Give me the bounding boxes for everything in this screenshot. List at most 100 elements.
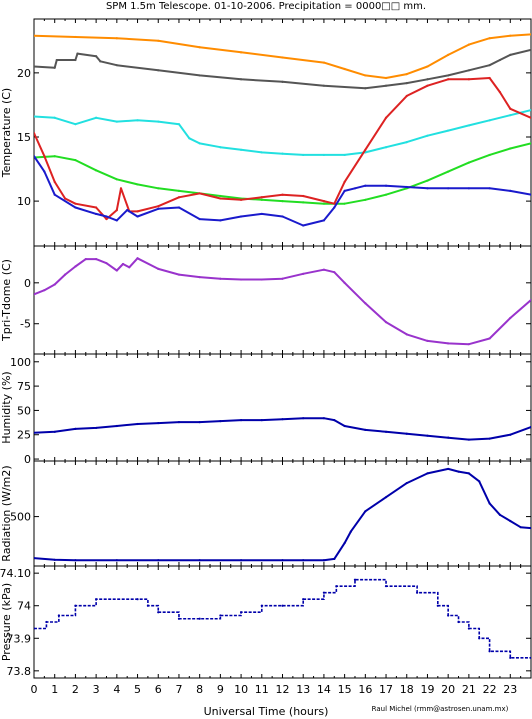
x-tick-label: 15 xyxy=(338,683,352,696)
data-point xyxy=(384,320,388,324)
x-tick-label: 23 xyxy=(503,683,517,696)
data-point xyxy=(74,265,77,268)
data-point xyxy=(95,212,98,216)
data-point xyxy=(322,559,326,562)
data-point xyxy=(384,585,388,588)
data-point xyxy=(34,115,36,118)
data-point xyxy=(467,438,470,441)
data-point xyxy=(467,472,470,475)
data-point xyxy=(198,192,201,195)
data-point xyxy=(447,170,450,173)
x-tick-label: 0 xyxy=(31,683,38,696)
data-point xyxy=(519,526,522,529)
data-point xyxy=(343,153,346,157)
y-axis-label: Pressure (kPa) xyxy=(0,583,13,661)
data-point xyxy=(488,76,491,80)
data-point xyxy=(364,148,367,151)
data-point xyxy=(281,277,284,280)
data-point xyxy=(239,215,243,218)
data-point xyxy=(34,293,36,296)
y-tick-label: 500 xyxy=(10,511,31,524)
series-blue-line xyxy=(34,155,531,227)
data-point xyxy=(529,48,531,51)
data-point xyxy=(95,116,98,119)
y-tick-label: 75 xyxy=(17,380,31,393)
y-tick-label: 50 xyxy=(17,404,31,417)
data-point xyxy=(529,298,531,302)
x-tick-label: 19 xyxy=(420,683,434,696)
x-tick-label: 20 xyxy=(441,683,455,696)
data-point xyxy=(343,189,346,192)
data-point xyxy=(281,418,284,421)
data-point xyxy=(136,119,139,122)
x-tick-label: 13 xyxy=(296,683,310,696)
series-group xyxy=(34,33,531,227)
data-point xyxy=(343,424,346,428)
data-point xyxy=(384,116,388,119)
x-tick-label: 2 xyxy=(72,683,79,696)
data-point xyxy=(353,578,357,581)
data-point xyxy=(467,78,470,81)
x-axis-ticks: 0 1 2 3 4 5 6 7 8 9 10 11 12 13 14 15 16 17 18 19 20 21 22 23 xyxy=(31,683,518,696)
data-point xyxy=(219,197,222,200)
data-point xyxy=(353,187,357,190)
data-point xyxy=(343,541,346,545)
x-tick-label: 5 xyxy=(134,683,141,696)
data-point xyxy=(188,137,191,140)
data-point xyxy=(302,559,305,562)
series-group xyxy=(34,257,531,346)
data-point xyxy=(157,421,160,425)
data-point xyxy=(343,202,346,205)
data-point xyxy=(364,510,367,513)
y-tick-label: 10 xyxy=(17,195,31,208)
data-point xyxy=(447,78,450,81)
panel-frame xyxy=(33,353,532,462)
data-point xyxy=(447,342,450,345)
data-point xyxy=(488,337,491,340)
data-point xyxy=(95,257,98,261)
data-point xyxy=(343,67,346,71)
panel-humidity: 0 25 50 75 100 Humidity (%) xyxy=(0,353,532,466)
data-point xyxy=(219,194,222,198)
data-point xyxy=(364,87,367,90)
series-group xyxy=(34,467,531,562)
data-point xyxy=(136,183,139,186)
data-point xyxy=(43,289,46,292)
data-point xyxy=(74,35,77,39)
data-point xyxy=(53,180,56,183)
credit-text: Raul Michel (rmm@astrosen.unam.mx) xyxy=(372,705,509,713)
data-point xyxy=(74,58,77,62)
data-point xyxy=(498,58,502,62)
data-point xyxy=(488,437,491,440)
data-point xyxy=(322,153,326,157)
data-point xyxy=(239,51,243,54)
data-point xyxy=(488,650,491,653)
data-point xyxy=(198,46,201,49)
data-point xyxy=(239,78,243,81)
data-point xyxy=(384,184,388,187)
data-point xyxy=(509,114,512,117)
data-point xyxy=(157,39,160,42)
data-point xyxy=(333,419,336,422)
y-tick-label: 0 xyxy=(24,453,31,466)
data-point xyxy=(146,604,149,607)
data-point xyxy=(239,559,243,562)
data-point xyxy=(509,107,512,110)
x-tick-label: 22 xyxy=(483,683,497,696)
data-point xyxy=(128,266,131,269)
data-point xyxy=(498,513,502,516)
data-point xyxy=(219,614,222,617)
data-point xyxy=(105,215,108,218)
data-point xyxy=(95,55,98,58)
data-point xyxy=(529,142,531,145)
data-point xyxy=(529,108,531,112)
data-point xyxy=(136,257,139,260)
data-point xyxy=(260,212,263,216)
data-point xyxy=(260,278,263,281)
data-point xyxy=(302,153,305,157)
data-point xyxy=(509,53,512,57)
data-point xyxy=(322,417,326,420)
data-point xyxy=(136,215,139,218)
x-tick-label: 11 xyxy=(255,683,269,696)
